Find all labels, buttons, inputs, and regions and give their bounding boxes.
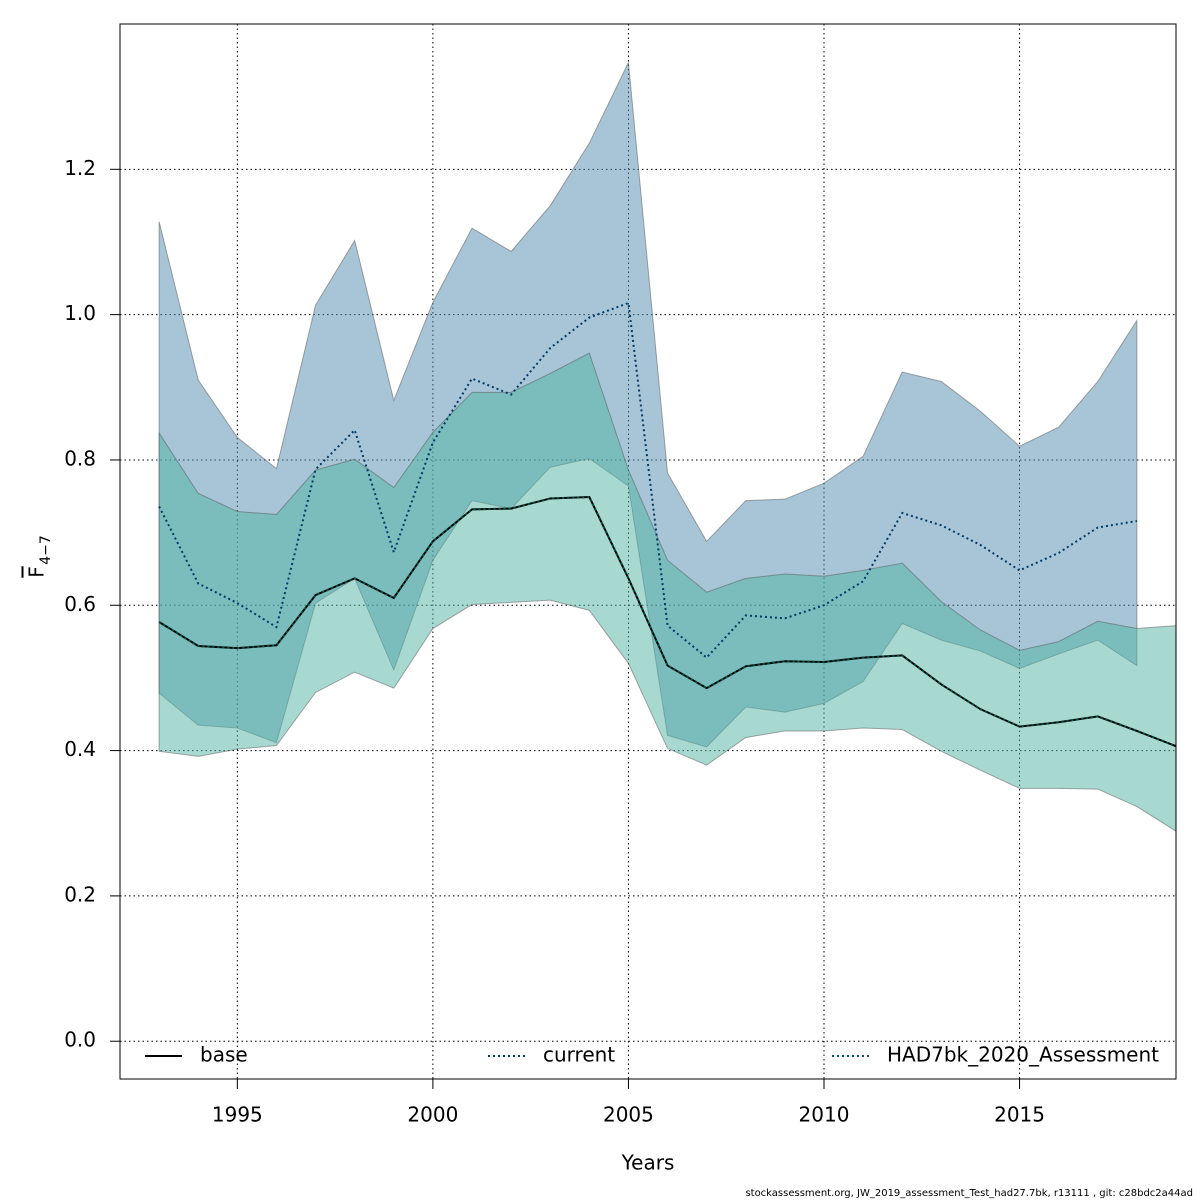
y-axis-label: F <box>25 566 49 578</box>
legend-label: current <box>543 1043 615 1067</box>
y-axis-label-group: F 4−7 <box>25 535 55 578</box>
x-tick-label: 2010 <box>799 1103 850 1127</box>
y-tick-label: 0.4 <box>64 737 96 761</box>
x-axis-label: Years <box>621 1151 675 1175</box>
series-line <box>158 301 1138 659</box>
x-tick-label: 2015 <box>994 1103 1045 1127</box>
footnote: stockassessment.org, JW_2019_assessment_… <box>745 1188 1193 1199</box>
y-tick-label: 0.6 <box>64 592 96 616</box>
y-axis-label-subscript: 4−7 <box>38 535 54 565</box>
x-tick-label: 2000 <box>407 1103 458 1127</box>
y-tick-label: 1.0 <box>64 301 96 325</box>
y-tick-label: 1.2 <box>64 156 96 180</box>
y-tick-label: 0.2 <box>64 882 96 906</box>
y-tick-label: 0.0 <box>64 1028 96 1052</box>
plot-frame <box>119 23 1177 1080</box>
legend-label: HAD7bk_2020_Assessment <box>887 1043 1159 1067</box>
series-line <box>158 495 1177 748</box>
x-tick-label: 1995 <box>212 1103 263 1127</box>
x-tick-label: 2005 <box>603 1103 654 1127</box>
y-tick-label: 0.8 <box>64 446 96 470</box>
legend-label: base <box>200 1043 248 1067</box>
